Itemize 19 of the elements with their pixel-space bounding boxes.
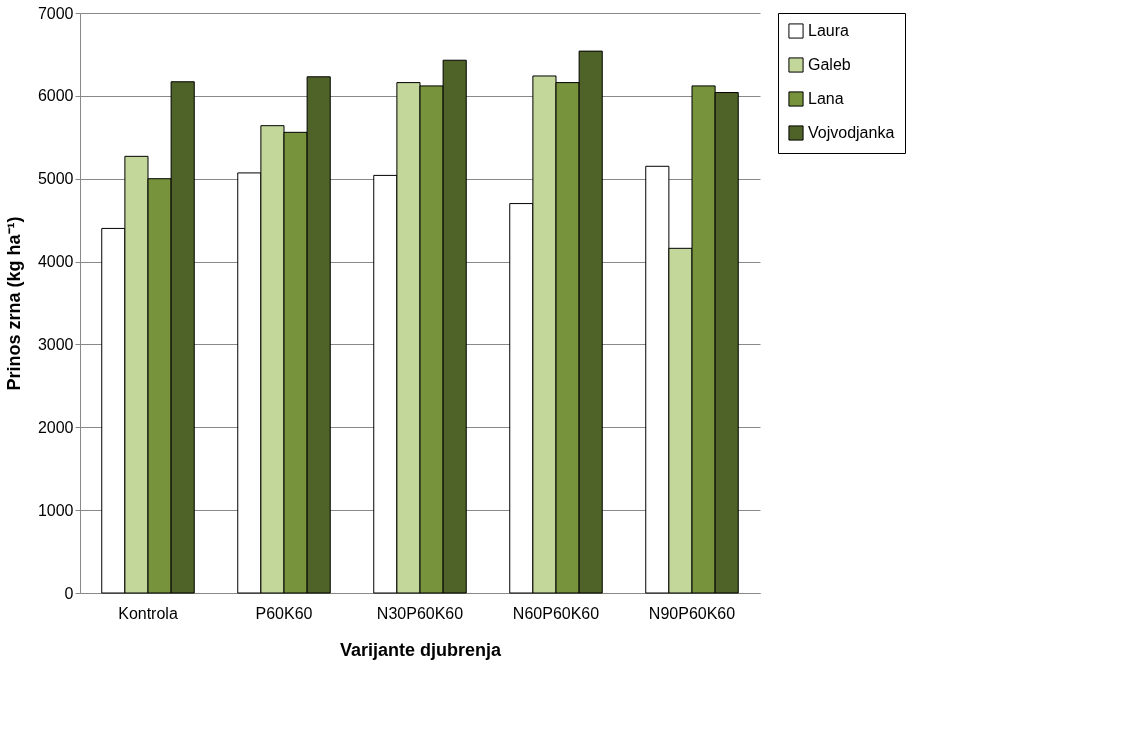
y-tick-label: 4000: [37, 253, 74, 271]
y-tick-label: 2000: [37, 418, 74, 436]
x-axis-title: Varijante djubrenja: [339, 639, 503, 660]
x-tick-label: N60P60K60: [512, 604, 600, 622]
y-tick-label: 0: [64, 584, 74, 602]
x-tick-label: Kontrola: [118, 604, 178, 622]
x-tick-label: N90P60K60: [648, 604, 736, 622]
y-tick-label: 5000: [37, 170, 74, 188]
y-axis-title: Prinos zrna (kg ha⁻¹): [3, 216, 24, 391]
x-tick-label: N30P60K60: [376, 604, 464, 622]
y-tick-label: 3000: [37, 335, 74, 353]
legend-label: Laura: [808, 22, 850, 39]
legend-label: Vojvodjanka: [808, 124, 895, 141]
legend-label: Lana: [808, 90, 844, 107]
x-tick-label: P60K60: [255, 604, 313, 622]
y-tick-label: 7000: [37, 4, 74, 22]
legend-label: Galeb: [808, 56, 851, 73]
y-tick-label: 6000: [37, 87, 74, 105]
y-tick-label: 1000: [37, 501, 74, 519]
